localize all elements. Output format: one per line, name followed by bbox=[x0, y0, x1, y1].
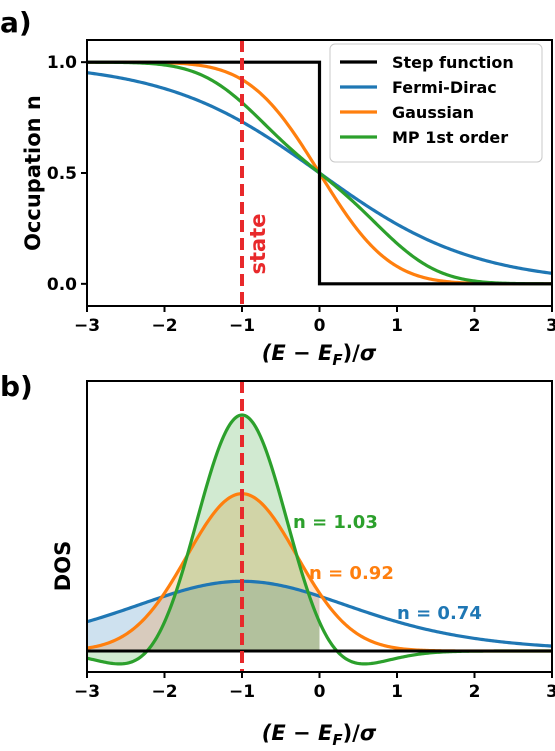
panel-a-curves bbox=[86, 60, 553, 286]
panel-b-x-tick-label: 1 bbox=[391, 682, 403, 702]
panel-a-x-tick-label: −3 bbox=[74, 316, 100, 336]
panel-a-y-tick-label: 1.0 bbox=[47, 53, 77, 73]
panel-a-x-tick-label: −2 bbox=[151, 316, 177, 336]
panel-a-x-axis-label: (E − EF)/σ bbox=[262, 341, 377, 369]
panel-b-y-axis-label: DOS bbox=[51, 541, 75, 591]
panel-a-x-tick-label: 3 bbox=[546, 316, 555, 336]
panel-b-x-tick-label: 0 bbox=[314, 682, 326, 702]
legend-box bbox=[329, 43, 543, 163]
panel-a-y-ticks: 0.0 0.5 1.0 bbox=[47, 53, 87, 295]
annotation-gaussian: n = 0.92 bbox=[309, 563, 394, 584]
panel-a-line-step bbox=[87, 60, 552, 286]
panel-a-y-axis-label: Occupation n bbox=[21, 95, 45, 251]
panel-b-curves bbox=[86, 413, 553, 666]
annotation-fermi-dirac: n = 0.74 bbox=[397, 603, 482, 624]
panel-a-x-tick-label: −1 bbox=[229, 316, 255, 336]
panel-a-y-tick-label: 0.5 bbox=[47, 164, 77, 184]
panel-b-label: b) bbox=[0, 370, 33, 403]
panel-b-fill-methfessel-paxton-1 bbox=[87, 415, 320, 664]
panel-b-x-tick-label: 3 bbox=[546, 682, 555, 702]
legend-label: Gaussian bbox=[392, 103, 474, 122]
legend: Step function Fermi-Dirac Gaussian MP 1st o… bbox=[329, 43, 543, 163]
panel-b-x-tick-label: −1 bbox=[229, 682, 255, 702]
panel-a-x-tick-label: 2 bbox=[469, 316, 481, 336]
panel-b-x-axis-label: (E − EF)/σ bbox=[262, 721, 377, 749]
legend-label: MP 1st order bbox=[392, 128, 508, 147]
panel-b-fill-gaussian bbox=[87, 493, 320, 651]
annotation-mp: n = 1.03 bbox=[293, 512, 378, 533]
legend-label: Step function bbox=[392, 53, 514, 72]
panel-b-x-tick-label: −2 bbox=[151, 682, 177, 702]
panel-b-x-tick-label: 2 bbox=[469, 682, 481, 702]
legend-label: Fermi-Dirac bbox=[392, 78, 497, 97]
panel-a-x-tick-label: 1 bbox=[391, 316, 403, 336]
panel-a-x-ticks: −3 −2 −1 0 1 2 3 bbox=[74, 306, 555, 336]
state-label: state bbox=[246, 214, 270, 275]
panel-b-fills bbox=[87, 415, 320, 664]
panel-a-x-tick-label: 0 bbox=[314, 316, 326, 336]
panel-b-fill-fermi-dirac bbox=[87, 581, 320, 651]
panel-a-label: a) bbox=[0, 6, 32, 39]
panel-b-line-fermi-dirac bbox=[86, 579, 553, 648]
panel-b-x-tick-label: −3 bbox=[74, 682, 100, 702]
panel-a-y-tick-label: 0.0 bbox=[47, 275, 77, 295]
panel-b-x-ticks: −3 −2 −1 0 1 2 3 bbox=[74, 672, 555, 702]
